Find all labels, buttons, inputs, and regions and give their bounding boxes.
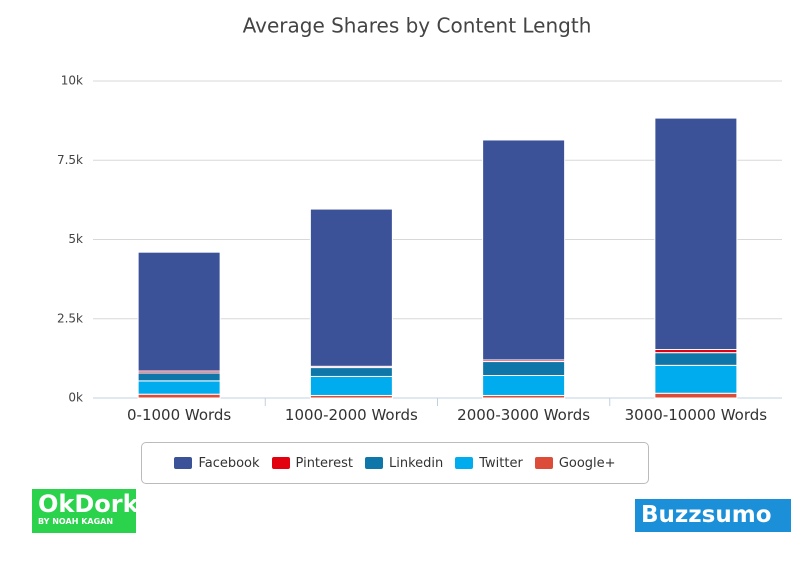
legend-swatch: [174, 457, 193, 469]
bar-segment: [482, 139, 566, 361]
y-tick-label: 5k: [68, 232, 83, 246]
x-tick-label: 0-1000 Words: [126, 406, 232, 424]
bar-segment: [654, 392, 738, 399]
legend-label: Google+: [558, 455, 616, 471]
bar-segment: [654, 352, 738, 366]
legend-swatch: [534, 457, 553, 469]
logo-text: OkDork: [38, 490, 139, 518]
legend-swatch: [364, 457, 383, 469]
legend-label: Pinterest: [295, 455, 353, 471]
y-tick-label: 7.5k: [57, 153, 83, 167]
legend-item[interactable]: Facebook: [174, 455, 260, 471]
bar-segment: [137, 251, 221, 372]
y-tick-label: 2.5k: [57, 311, 83, 325]
bar-segment: [482, 374, 566, 396]
legend-item[interactable]: Twitter: [455, 456, 523, 471]
x-tick-label: 2000-3000 Words: [457, 406, 591, 424]
bar-segment: [654, 117, 738, 350]
bar-segment: [309, 208, 393, 367]
x-tick-label: 3000-10000 Words: [624, 406, 768, 424]
legend-item[interactable]: Pinterest: [271, 455, 353, 471]
legend-item[interactable]: Google+: [534, 455, 616, 471]
y-tick-label: 10k: [61, 74, 83, 88]
bar-segment: [137, 380, 221, 395]
logo-subtext: BY NOAH KAGAN: [38, 517, 114, 526]
bar-segment: [137, 372, 221, 382]
legend-label: Linkedin: [388, 455, 444, 471]
bar-segment: [309, 367, 393, 377]
legend-item[interactable]: Linkedin: [364, 455, 444, 471]
bar-segment: [482, 361, 566, 376]
okdork-logo: OkDork BY NOAH KAGAN: [32, 489, 139, 533]
legend: Facebook Pinterest Linkedin Twitter Google+: [141, 442, 649, 484]
chart-title: Average Shares by Content Length: [243, 14, 592, 38]
legend-swatch: [455, 457, 474, 469]
legend-label: Facebook: [198, 455, 260, 471]
legend-label: Twitter: [479, 455, 523, 471]
x-tick-label: 1000-2000 Words: [284, 406, 418, 424]
bar-segment: [654, 364, 738, 394]
buzzsumo-logo: Buzzsumo: [635, 499, 791, 532]
y-tick-label: 0k: [68, 391, 83, 405]
bar-segment: [137, 393, 221, 399]
bar-segment: [309, 375, 393, 396]
legend-swatch: [271, 457, 290, 469]
